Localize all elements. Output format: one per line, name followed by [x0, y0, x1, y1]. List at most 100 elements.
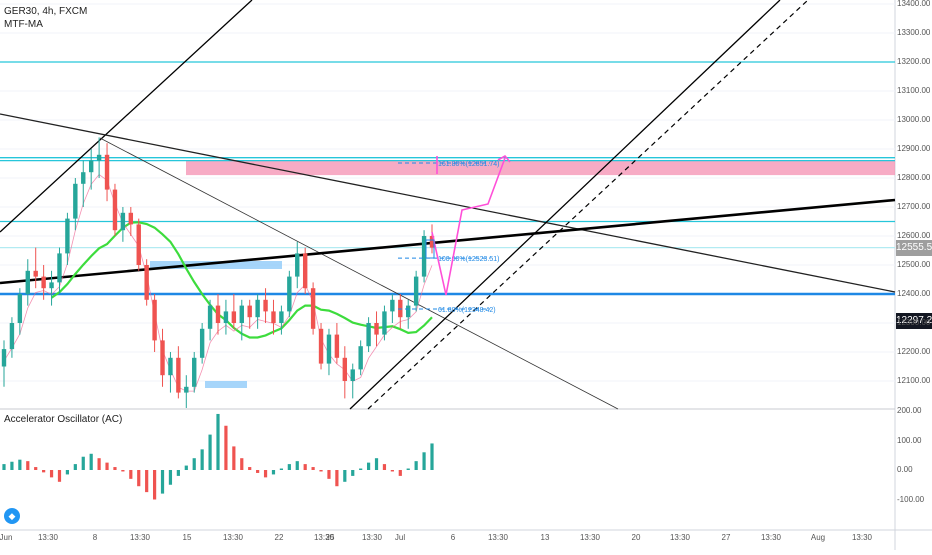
oscillator-bar: [152, 470, 157, 500]
candle-up: [17, 294, 23, 323]
oscillator-bar: [256, 470, 260, 473]
oscillator-bar: [240, 458, 244, 470]
candle-down: [176, 357, 181, 393]
marker-price-tag: 12297.20: [896, 313, 932, 329]
time-tick-label: Jul: [394, 533, 406, 542]
candle-down: [310, 288, 316, 329]
time-tick-label: 13:30: [487, 533, 509, 542]
price-tick-label: 13100.00: [897, 86, 931, 95]
candle-down: [33, 270, 38, 277]
candle-down: [231, 311, 237, 323]
oscillator-bar: [287, 464, 291, 470]
candle-up: [184, 386, 189, 393]
candle-up: [390, 299, 395, 312]
oscillator-bar: [137, 470, 141, 487]
descending-resistance-line: [0, 113, 896, 293]
price-tick-label: 12200.00: [897, 347, 931, 356]
oscillator-bar: [390, 470, 394, 472]
oscillator-bar: [105, 462, 109, 470]
time-tick-label: Jun: [0, 533, 13, 542]
candle-up: [81, 172, 86, 184]
candle-down: [429, 236, 435, 248]
candle-down: [160, 340, 165, 376]
candle-down: [112, 189, 118, 231]
candle-up: [57, 253, 62, 283]
fib-level-label: 100.00%(12523.51): [438, 256, 500, 263]
candle-down: [318, 328, 324, 364]
oscillator-tick-label: -100.00: [897, 494, 925, 504]
oscillator-tick-label: 0.00: [897, 465, 913, 474]
measure-box: [425, 239, 435, 259]
resistance-zone: [186, 160, 895, 176]
price-tick-label: 12600.00: [897, 231, 931, 240]
candle-up: [207, 305, 213, 329]
oscillator-bar: [398, 470, 402, 476]
candle-up: [366, 323, 371, 347]
oscillator-bar: [176, 470, 180, 476]
candle-up: [287, 276, 292, 312]
projection-layer: [425, 154, 511, 296]
oscillator-tick-label: 200.00: [897, 406, 922, 415]
time-tick-label: 13:30: [669, 533, 691, 542]
candle-down: [104, 154, 110, 190]
candle-down: [374, 323, 379, 335]
fibonacci-layer: 161.80%(12851.74) 100.00%(12523.51) 61.80%…: [398, 161, 500, 314]
oscillator-bar: [26, 461, 30, 470]
tradingview-logo-icon[interactable]: ◆: [4, 508, 20, 524]
oscillator-bar: [2, 464, 6, 470]
oscillator-title: Accelerator Oscillator (AC): [4, 414, 123, 425]
time-tick-label: 27: [721, 533, 731, 542]
thin-descending-line: [99, 137, 619, 410]
price-tick-label: 13200.00: [897, 57, 931, 66]
candle-up: [168, 357, 173, 376]
oscillator-bar: [57, 470, 62, 482]
oscillator-bar: [200, 449, 204, 470]
candles-layer: [1, 137, 435, 408]
oscillator-bar: [343, 470, 347, 482]
time-tick-label: 13: [540, 533, 550, 542]
oscillator-bar: [192, 458, 196, 470]
price-tick-label: 13000.00: [897, 115, 931, 124]
candle-up: [88, 160, 94, 173]
projection-arrowhead: [497, 154, 511, 163]
price-tick-label: 12900.00: [897, 144, 931, 153]
candle-down: [152, 299, 157, 341]
oscillator-bar: [160, 470, 165, 494]
oscillator-bar: [216, 413, 220, 470]
time-tick-label: 25: [325, 533, 335, 542]
oscillator-bar: [311, 467, 315, 470]
projection-path: [431, 157, 506, 296]
time-tick-label: 15: [182, 533, 192, 542]
oscillator-bar: [184, 465, 188, 470]
candle-down: [215, 305, 221, 323]
candle-up: [382, 311, 387, 335]
time-tick-label: 13:30: [129, 533, 151, 542]
oscillator-tick-label: 100.00: [897, 435, 922, 445]
oscillator-bar: [430, 443, 434, 470]
time-tick-label: 13:30: [313, 533, 335, 542]
oscillator-bar: [414, 461, 418, 470]
candle-down: [41, 276, 46, 289]
oscillator-bar: [382, 464, 387, 470]
candle-up: [421, 236, 427, 277]
oscillator-bar: [351, 470, 355, 476]
oscillator-bar: [295, 461, 299, 470]
oscillator-bar: [18, 459, 22, 470]
price-tick-label: 12500.00: [897, 260, 931, 269]
indicator-title: MTF-MA: [4, 19, 43, 30]
oscillator-bar: [34, 467, 38, 470]
oscillator-bar: [113, 467, 117, 470]
price-tick-label: 12400.00: [897, 289, 931, 298]
fib-level-label: 61.80%(12348.42): [438, 307, 496, 314]
time-tick-label: Aug: [810, 533, 826, 542]
oscillator-bar: [279, 468, 284, 470]
current-price-tag: 12555.56: [896, 240, 932, 256]
ascending-trend-line: [0, 198, 896, 285]
candle-up: [255, 299, 260, 318]
trend-lines-layer: [0, 0, 896, 410]
candle-down: [302, 253, 308, 289]
candle-down: [263, 299, 268, 312]
channel-line-solid: [349, 0, 781, 410]
